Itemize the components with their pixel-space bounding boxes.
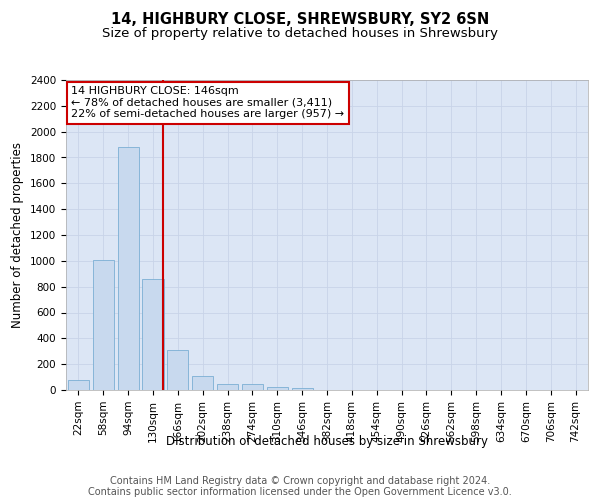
Bar xyxy=(142,279,164,390)
Text: Contains public sector information licensed under the Open Government Licence v3: Contains public sector information licen… xyxy=(88,487,512,497)
Bar xyxy=(242,384,263,390)
Text: Size of property relative to detached houses in Shrewsbury: Size of property relative to detached ho… xyxy=(102,28,498,40)
Text: Contains HM Land Registry data © Crown copyright and database right 2024.: Contains HM Land Registry data © Crown c… xyxy=(110,476,490,486)
Bar xyxy=(217,384,238,390)
Text: Distribution of detached houses by size in Shrewsbury: Distribution of detached houses by size … xyxy=(166,435,488,448)
Bar xyxy=(118,147,139,390)
Bar xyxy=(68,380,89,390)
Bar xyxy=(167,350,188,390)
Bar xyxy=(93,260,114,390)
Bar xyxy=(292,388,313,390)
Y-axis label: Number of detached properties: Number of detached properties xyxy=(11,142,25,328)
Bar xyxy=(267,387,288,390)
Text: 14, HIGHBURY CLOSE, SHREWSBURY, SY2 6SN: 14, HIGHBURY CLOSE, SHREWSBURY, SY2 6SN xyxy=(111,12,489,28)
Bar xyxy=(192,376,213,390)
Text: 14 HIGHBURY CLOSE: 146sqm
← 78% of detached houses are smaller (3,411)
22% of se: 14 HIGHBURY CLOSE: 146sqm ← 78% of detac… xyxy=(71,86,344,120)
